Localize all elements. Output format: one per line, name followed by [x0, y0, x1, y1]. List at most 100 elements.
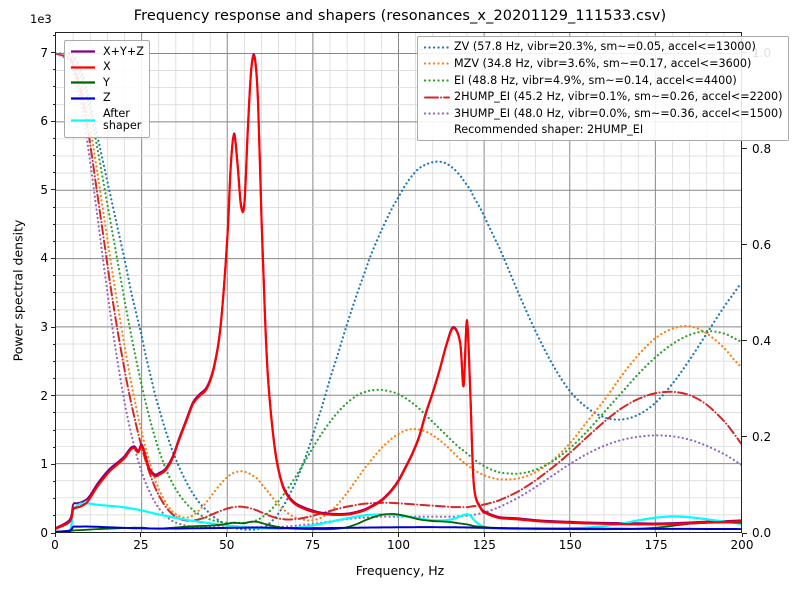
series-line-zv	[56, 52, 741, 531]
y-tick-label-right: 0.4	[752, 333, 772, 348]
legend-item-mzv[interactable]: MZV (34.8 Hz, vibr=3.6%, sm~=0.17, accel…	[424, 56, 782, 73]
legend-item-zv[interactable]: ZV (57.8 Hz, vibr=20.3%, sm~=0.05, accel…	[424, 39, 782, 56]
chart-title: Frequency response and shapers (resonanc…	[133, 8, 667, 24]
series-line-z	[56, 525, 741, 532]
y-tick-mark-left	[53, 275, 55, 277]
legend-item-y[interactable]: Y	[70, 75, 144, 91]
y-tick-label-left: 2	[40, 388, 48, 403]
y-tick-mark-left	[53, 309, 55, 311]
x-tick-label: 50	[219, 538, 235, 552]
y-tick-label-right: 0.8	[752, 141, 772, 156]
legend-swatch-icon	[70, 93, 96, 104]
y-axis-exponent-label: 1e3	[30, 12, 52, 26]
y-tick-mark-left	[53, 515, 55, 517]
legend-item-label: After shaper	[103, 106, 142, 132]
legend-swatch-icon	[424, 75, 450, 86]
x-tick-label: 125	[472, 538, 496, 552]
y-tick-label-right: 0.2	[752, 429, 772, 444]
y-tick-label-left: 7	[40, 45, 48, 60]
legend-item-after-shaper[interactable]: After shaper	[70, 106, 144, 134]
y-tick-mark-left	[53, 292, 55, 294]
x-tick-label: 175	[644, 538, 668, 552]
series-line-mzv	[56, 52, 741, 522]
y-tick-label-left: 5	[40, 182, 48, 197]
x-tick-mark	[140, 533, 142, 537]
y-tick-mark-left	[53, 223, 55, 225]
legend-item-label: EI (48.8 Hz, vibr=4.9%, sm~=0.14, accel<…	[454, 73, 737, 87]
x-tick-mark	[398, 533, 399, 537]
y-tick-label-left: 3	[40, 320, 48, 335]
y-tick-mark-left	[53, 155, 55, 157]
y-tick-mark-right	[742, 340, 747, 342]
y-tick-mark-left	[51, 463, 55, 465]
y-tick-mark-left	[51, 52, 55, 54]
x-tick-label: 100	[387, 538, 410, 552]
series-line-x	[56, 54, 741, 530]
legend-swatch-icon	[424, 92, 450, 103]
x-tick-mark	[226, 533, 228, 537]
y-tick-mark-left	[53, 103, 55, 105]
legend-swatch-icon	[70, 77, 96, 88]
legend-swatch-icon	[424, 108, 450, 119]
legend-swatch-icon	[70, 62, 96, 73]
legend-item-label: 2HUMP_EI (45.2 Hz, vibr=0.1%, sm~=0.26, …	[454, 90, 783, 104]
legend-item-2hump_ei[interactable]: 2HUMP_EI (45.2 Hz, vibr=0.1%, sm~=0.26, …	[424, 89, 782, 106]
y-tick-mark-left	[53, 360, 55, 362]
legend-item-3hump_ei[interactable]: 3HUMP_EI (48.0 Hz, vibr=0.0%, sm~=0.36, …	[424, 105, 782, 122]
y-tick-label-left: 4	[40, 251, 48, 266]
x-tick-label: 0	[51, 538, 59, 552]
y-tick-mark-left	[51, 189, 55, 191]
x-axis-label: Frequency, Hz	[355, 563, 445, 578]
y-tick-mark-left	[51, 326, 55, 328]
y-tick-mark-left	[53, 446, 55, 448]
legend-item-label: MZV (34.8 Hz, vibr=3.6%, sm~=0.17, accel…	[454, 57, 752, 71]
legend-item-label: 3HUMP_EI (48.0 Hz, vibr=0.0%, sm~=0.36, …	[454, 106, 783, 120]
y-tick-mark-left	[51, 395, 55, 397]
x-tick-label: 75	[304, 538, 321, 552]
y-tick-mark-right	[742, 532, 747, 534]
x-tick-label: 150	[558, 538, 582, 552]
x-tick-mark	[741, 533, 743, 537]
x-tick-mark	[655, 533, 657, 537]
axes-legend[interactable]: X+Y+Z X Y Z After shaper	[64, 40, 150, 138]
series-line-3hump_ei	[56, 52, 741, 529]
legend-swatch-icon	[70, 115, 96, 126]
x-tick-label: 25	[133, 538, 149, 552]
y-tick-mark-left	[53, 34, 55, 36]
y-tick-mark-left	[53, 86, 55, 88]
y-tick-label-right: 0.6	[752, 237, 772, 252]
y-tick-label-left: 0	[40, 526, 48, 540]
y-tick-mark-left	[51, 257, 55, 259]
x-tick-mark	[54, 533, 56, 537]
y-tick-mark-left	[53, 429, 55, 431]
legend-swatch-icon	[424, 58, 450, 69]
legend-item-label: X+Y+Z	[103, 44, 144, 58]
series-line-2hump_ei	[56, 52, 741, 522]
y-tick-mark-left	[53, 481, 55, 483]
y-tick-label-right: 0.0	[752, 526, 772, 540]
legend-item-label: Z	[103, 91, 111, 105]
x-tick-mark	[569, 533, 571, 537]
y-tick-mark-left	[53, 69, 55, 71]
y-tick-mark-left	[53, 343, 55, 345]
y-axis-label-left: Power spectral density	[10, 219, 26, 362]
legend-swatch-icon	[70, 46, 96, 57]
y-tick-mark-left	[53, 172, 55, 174]
recommended-shaper-note: Recommended shaper: 2HUMP_EI	[454, 122, 644, 136]
shaper-legend[interactable]: ZV (57.8 Hz, vibr=20.3%, sm~=0.05, accel…	[417, 36, 790, 141]
legend-item-x-y-z[interactable]: X+Y+Z	[70, 44, 144, 60]
y-tick-label-left: 1	[40, 457, 48, 472]
x-tick-label: 200	[730, 538, 754, 552]
y-tick-mark-left	[53, 378, 55, 380]
y-tick-mark-right	[742, 436, 747, 438]
legend-item-label: X	[103, 60, 111, 74]
legend-swatch-icon	[424, 42, 450, 53]
y-tick-mark-right	[742, 244, 747, 246]
y-tick-mark-right	[742, 148, 747, 150]
y-tick-mark-left	[53, 412, 55, 414]
y-tick-mark-left	[53, 240, 55, 242]
legend-item-x[interactable]: X	[70, 60, 144, 76]
legend-item-ei[interactable]: EI (48.8 Hz, vibr=4.9%, sm~=0.14, accel<…	[424, 72, 782, 89]
legend-item-z[interactable]: Z	[70, 91, 144, 107]
